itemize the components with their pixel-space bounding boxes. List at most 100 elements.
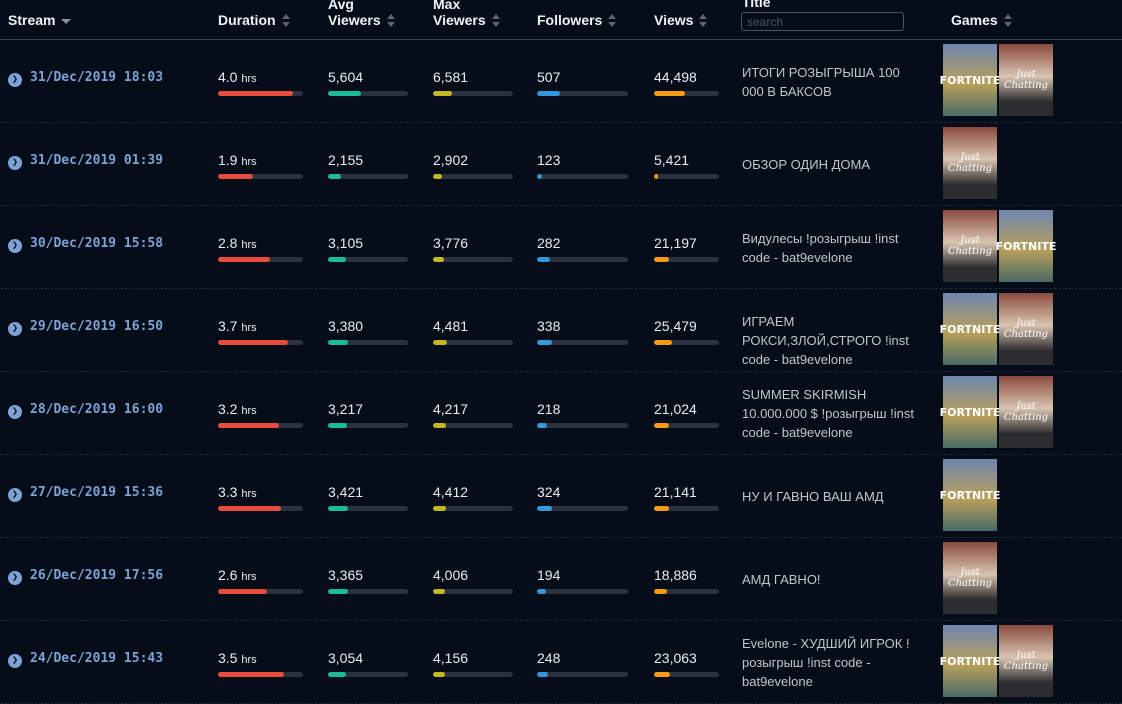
table-row: ❯ 27/Dec/2019 15:36 3.3 hrs 3,421 4,412 32…: [0, 455, 1122, 538]
avg_viewers-bar: [328, 174, 408, 179]
game-thumbnail[interactable]: FORTNITE: [996, 210, 1056, 282]
value-text: 3.5: [218, 650, 238, 666]
bar-fill: [433, 174, 442, 179]
duration-value: 2.6 hrs: [218, 567, 257, 583]
followers-bar: [537, 257, 628, 262]
followers-value: 123: [537, 152, 560, 168]
game-thumbnail[interactable]: Just Chatting: [999, 293, 1053, 365]
bar-fill: [537, 174, 543, 179]
max_viewers-bar: [433, 423, 513, 428]
followers-bar: [537, 174, 628, 179]
duration-bar: [218, 672, 303, 677]
max_viewers-value: 3,776: [433, 235, 468, 251]
value-text: 2.6: [218, 567, 238, 583]
table-header: Stream Duration Avg Viewers Max Viewers …: [0, 0, 1122, 40]
unit: hrs: [241, 156, 257, 168]
duration-bar: [218, 174, 303, 179]
game-thumbnail[interactable]: Just Chatting: [943, 542, 997, 614]
column-title: Title: [742, 0, 771, 10]
column-followers[interactable]: Followers: [537, 12, 617, 28]
bar-fill: [218, 589, 268, 594]
followers-value: 282: [537, 235, 560, 251]
chevron-right-circle-icon[interactable]: ❯: [8, 405, 22, 419]
value-text: 3.2: [218, 401, 238, 417]
game-thumbnail[interactable]: FORTNITE: [940, 376, 1000, 448]
bar-fill: [218, 257, 270, 262]
stream-link[interactable]: ❯ 26/Dec/2019 17:56: [8, 568, 163, 585]
stream-link[interactable]: ❯ 31/Dec/2019 01:39: [8, 153, 163, 170]
stream-link[interactable]: ❯ 31/Dec/2019 18:03: [8, 70, 163, 87]
game-thumbnail[interactable]: Just Chatting: [999, 625, 1053, 697]
games-list: Just Chatting: [943, 542, 997, 614]
chevron-right-circle-icon[interactable]: ❯: [8, 239, 22, 253]
value-text: 3,365: [328, 567, 364, 583]
value-text: 3,105: [328, 235, 364, 251]
max_viewers-value: 2,902: [433, 152, 468, 168]
column-duration[interactable]: Duration: [218, 12, 291, 28]
stream-link[interactable]: ❯ 24/Dec/2019 15:43: [8, 651, 163, 668]
duration-value: 4.0 hrs: [218, 69, 257, 85]
game-thumbnail[interactable]: Just Chatting: [943, 127, 997, 199]
game-thumbnail[interactable]: FORTNITE: [940, 459, 1000, 531]
chevron-right-circle-icon[interactable]: ❯: [8, 488, 22, 502]
duration-value: 1.9 hrs: [218, 152, 257, 168]
column-stream[interactable]: Stream: [8, 12, 72, 28]
bar-fill: [654, 91, 686, 96]
column-avg-viewers[interactable]: Avg Viewers: [328, 0, 396, 28]
followers-bar: [537, 91, 628, 96]
duration-value: 2.8 hrs: [218, 235, 257, 251]
column-label: Duration: [218, 12, 276, 28]
avg_viewers-bar: [328, 672, 408, 677]
avg_viewers-bar: [328, 423, 408, 428]
chevron-right-circle-icon[interactable]: ❯: [8, 156, 22, 170]
views-bar: [654, 91, 719, 96]
duration-bar: [218, 423, 303, 428]
column-views[interactable]: Views: [654, 12, 708, 28]
sort-icon: [386, 14, 396, 28]
bar-fill: [218, 672, 285, 677]
duration-bar: [218, 589, 303, 594]
game-thumbnail[interactable]: FORTNITE: [940, 625, 1000, 697]
game-thumbnail[interactable]: FORTNITE: [940, 44, 1000, 116]
stream-link[interactable]: ❯ 27/Dec/2019 15:36: [8, 485, 163, 502]
column-games[interactable]: Games: [951, 12, 1013, 28]
title-search-input[interactable]: [741, 12, 904, 31]
max_viewers-value: 4,006: [433, 567, 468, 583]
stream-link[interactable]: ❯ 28/Dec/2019 16:00: [8, 402, 163, 419]
game-thumbnail[interactable]: Just Chatting: [999, 44, 1053, 116]
game-thumbnail[interactable]: Just Chatting: [999, 376, 1053, 448]
followers-value: 218: [537, 401, 560, 417]
stream-date: 31/Dec/2019 18:03: [30, 70, 164, 85]
value-text: 4,217: [433, 401, 469, 417]
chevron-right-circle-icon[interactable]: ❯: [8, 571, 22, 585]
stream-title: ИТОГИ РОЗЫГРЫША 100 000 В БАКСОВ: [742, 64, 900, 99]
value-text: 2.8: [218, 235, 238, 251]
game-thumbnail[interactable]: FORTNITE: [940, 293, 1000, 365]
views-bar: [654, 174, 719, 179]
max_viewers-bar: [433, 257, 513, 262]
max_viewers-value: 6,581: [433, 69, 468, 85]
unit: hrs: [241, 571, 257, 583]
bar-fill: [537, 506, 552, 511]
bar-fill: [537, 589, 547, 594]
stream-title: НУ И ГАВНО ВАШ АМД: [742, 489, 884, 504]
views-value: 25,479: [654, 318, 697, 334]
stream-link[interactable]: ❯ 30/Dec/2019 15:58: [8, 236, 163, 253]
stream-date: 27/Dec/2019 15:36: [30, 485, 164, 500]
max_viewers-bar: [433, 340, 513, 345]
chevron-right-circle-icon[interactable]: ❯: [8, 322, 22, 336]
chevron-right-circle-icon[interactable]: ❯: [8, 73, 22, 87]
value-text: 3,380: [328, 318, 364, 334]
duration-value: 3.5 hrs: [218, 650, 257, 666]
avg_viewers-value: 2,155: [328, 152, 363, 168]
game-thumbnail[interactable]: Just Chatting: [943, 210, 997, 282]
chevron-right-circle-icon[interactable]: ❯: [8, 654, 22, 668]
avg_viewers-value: 3,217: [328, 401, 363, 417]
duration-value: 3.7 hrs: [218, 318, 257, 334]
stream-date: 30/Dec/2019 15:58: [30, 236, 164, 251]
stream-link[interactable]: ❯ 29/Dec/2019 16:50: [8, 319, 163, 336]
column-max-viewers[interactable]: Max Viewers: [433, 0, 501, 28]
max_viewers-bar: [433, 506, 513, 511]
value-text: 324: [537, 484, 561, 500]
stream-title: Evelone - ХУДШИЙ ИГРОК ! розыгрыш !inst …: [742, 636, 910, 689]
